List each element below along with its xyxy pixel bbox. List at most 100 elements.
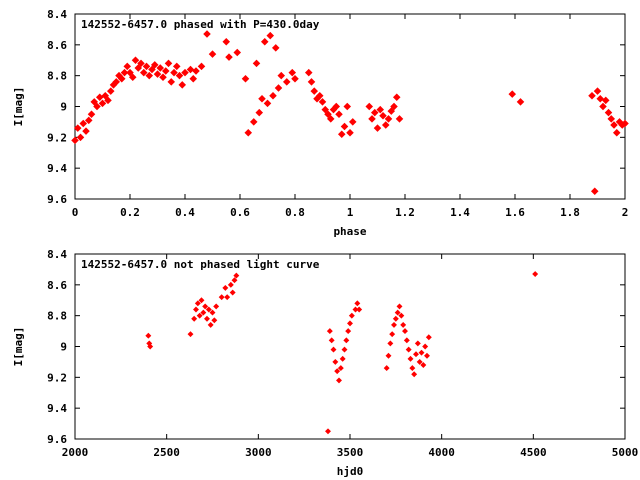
chart-0-xtick-label: 1.6: [505, 206, 525, 219]
chart-0-data-point: [318, 98, 327, 106]
chart-1-ytick-label: 8.6: [47, 279, 67, 292]
chart-0-data-point: [175, 71, 184, 80]
chart-0-data-point: [337, 130, 346, 139]
chart-1-data-point: [418, 349, 425, 356]
chart-1-data-point: [145, 332, 152, 339]
chart-0-data-point: [178, 81, 187, 89]
chart-1-data-point: [356, 306, 363, 313]
chart-0-data-point: [621, 119, 629, 128]
chart-0-y-axis-label: I[mag]: [12, 87, 25, 127]
chart-1-xtick-label: 2500: [153, 446, 180, 459]
chart-0-data-point: [241, 74, 250, 83]
chart-1-data-point: [398, 312, 405, 319]
chart-1-data-point: [402, 328, 408, 335]
chart-0-xtick-label: 0.8: [285, 206, 305, 219]
chart-0-xtick-label: 0: [72, 206, 79, 219]
chart-0-data-point: [266, 31, 275, 40]
chart-1-data-point: [403, 337, 410, 344]
chart-0-data-point: [161, 67, 170, 75]
chart-0-data-point: [255, 108, 264, 117]
chart-1-data-point: [354, 300, 361, 307]
chart-0-data-point: [189, 74, 198, 83]
chart-0-data-point: [593, 87, 602, 95]
chart-1-data-point: [326, 328, 333, 335]
chart-1-data-point: [207, 321, 214, 328]
chart-1-data-point: [213, 303, 220, 310]
chart-0-data-point: [131, 56, 140, 65]
chart-0-ytick-label: 9.2: [47, 131, 67, 144]
chart-0-data-point: [304, 68, 313, 77]
chart-0-data-point: [321, 105, 330, 114]
chart-0-data-point: [596, 95, 605, 103]
chart-1-data-point: [420, 362, 427, 368]
chart-1-data-point: [191, 315, 198, 322]
chart-0-data-point: [324, 110, 332, 118]
chart-1-ytick-label: 9.2: [47, 371, 67, 384]
chart-0-data-point: [379, 111, 387, 120]
chart-0-data-point: [601, 96, 610, 105]
chart-0-data-point: [310, 87, 319, 95]
chart-1-data-point: [396, 303, 403, 310]
chart-1-data-point: [392, 315, 399, 322]
chart-0-data-point: [348, 118, 357, 126]
chart-1-data-point: [328, 337, 335, 344]
chart-1-data-point: [416, 358, 423, 365]
chart-1-data-point: [204, 315, 210, 322]
chart-0-data-point: [123, 62, 132, 71]
chart-0-data-point: [137, 59, 145, 68]
chart-1-y-axis-label: I[mag]: [12, 327, 25, 367]
chart-0-data-point: [101, 91, 110, 100]
chart-0-ytick-label: 9.4: [47, 162, 67, 175]
chart-1-data-point: [347, 320, 353, 327]
chart-0-data-point: [384, 115, 393, 123]
chart-0-data-point: [260, 37, 269, 46]
chart-0-data-point: [192, 67, 200, 75]
chart-1-data-point: [211, 317, 218, 324]
chart-0-data-point: [84, 116, 93, 125]
chart-0-data-point: [599, 102, 607, 111]
chart-0-data-point: [326, 115, 335, 123]
chart-0-data-point: [128, 73, 137, 81]
chart-1-xtick-label: 4500: [520, 446, 547, 459]
chart-1-data-point: [348, 312, 355, 319]
chart-0-data-point: [87, 110, 96, 118]
chart-1-data-point: [422, 343, 429, 350]
chart-1-data-point: [231, 277, 238, 284]
chart-0-data-point: [332, 102, 341, 111]
chart-1-ytick-label: 9.6: [47, 433, 67, 446]
chart-0-ytick-label: 8.6: [47, 39, 67, 52]
chart-0-data-point: [277, 71, 286, 80]
chart-1-xtick-label: 3000: [245, 446, 272, 459]
chart-1-title: 142552-6457.0 not phased light curve: [81, 258, 320, 271]
chart-0-xtick-label: 0.6: [230, 206, 250, 219]
chart-0-data-point: [373, 124, 382, 132]
chart-1-data-point: [425, 334, 432, 341]
chart-0-data-point: [197, 62, 206, 71]
chart-1-data-point: [405, 346, 412, 353]
chart-1-ytick-label: 8.4: [47, 248, 67, 261]
chart-0-data-point: [392, 93, 401, 102]
chart-0-data-point: [170, 68, 178, 77]
chart-0-ytick-label: 9.6: [47, 193, 67, 206]
chart-0-xtick-label: 0.2: [120, 206, 140, 219]
chart-0-data-point: [376, 105, 385, 114]
chart-1-data-point: [409, 365, 416, 372]
chart-1-data-point: [194, 300, 201, 307]
chart-0-data-point: [263, 99, 272, 108]
chart-1-data-point: [336, 377, 342, 384]
chart-1-xtick-label: 3500: [337, 446, 364, 459]
chart-0-data-point: [104, 96, 112, 105]
chart-0-data-point: [79, 119, 88, 128]
chart-1-data-point: [227, 281, 234, 288]
chart-0-data-point: [315, 91, 324, 100]
chart-1-data-point: [343, 337, 350, 344]
chart-0-data-point: [610, 121, 618, 129]
chart-1-data-point: [414, 340, 421, 347]
chart-0-data-point: [71, 136, 79, 145]
chart-0-x-axis-label: phase: [333, 225, 366, 238]
chart-1-data-point: [187, 331, 194, 338]
chart-1-data-point: [196, 312, 203, 319]
chart-0-data-point: [390, 102, 398, 111]
chart-0-data-point: [233, 48, 242, 57]
